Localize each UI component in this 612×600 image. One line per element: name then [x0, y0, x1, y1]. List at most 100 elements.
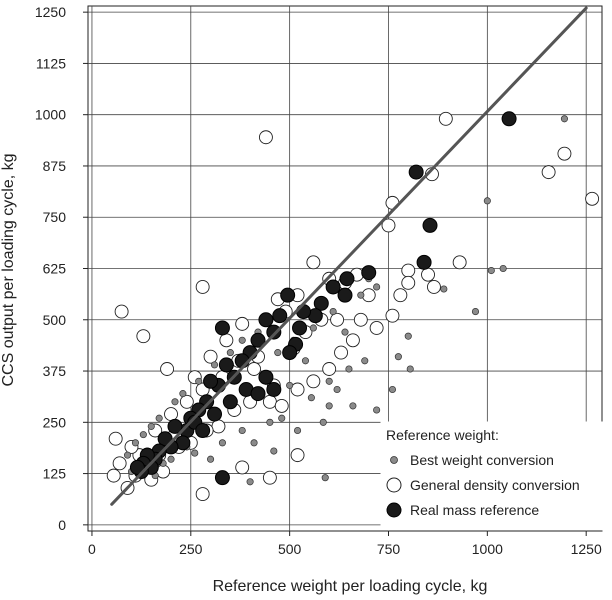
point-general-density [306, 255, 321, 270]
point-best-weight [191, 449, 199, 457]
regression-line-path [110, 6, 588, 506]
point-real-mass [203, 373, 219, 389]
point-general-density [401, 275, 416, 290]
legend-label-real-mass: Real mass reference [410, 502, 539, 518]
point-general-density [114, 304, 129, 319]
point-real-mass [325, 279, 341, 295]
point-best-weight [270, 447, 278, 455]
point-best-weight [345, 365, 353, 373]
point-best-weight [373, 283, 381, 291]
point-general-density [369, 321, 384, 335]
point-best-weight [333, 385, 341, 394]
x-tick-label: 0 [88, 541, 96, 557]
point-real-mass [222, 394, 238, 410]
point-best-weight [179, 390, 187, 398]
point-real-mass [361, 265, 377, 281]
point-real-mass [416, 254, 432, 270]
point-real-mass [207, 406, 223, 422]
x-axis-label: Reference weight per loading cycle, kg [213, 578, 488, 595]
point-real-mass [266, 381, 282, 397]
point-best-weight [373, 406, 381, 414]
point-best-weight [278, 414, 286, 422]
data-points [106, 111, 600, 502]
point-best-weight [357, 291, 365, 299]
point-real-mass [501, 111, 517, 127]
point-real-mass [339, 271, 355, 287]
y-axis-ticks: 0 125 250 375 500 625 750 875 1000 1125 1250 [35, 4, 88, 533]
point-general-density [247, 362, 262, 376]
y-tick-label: 875 [43, 158, 67, 174]
point-general-density [452, 255, 467, 270]
point-real-mass [292, 320, 308, 336]
point-general-density [345, 333, 360, 348]
point-best-weight [167, 455, 175, 463]
point-best-weight [294, 426, 302, 435]
point-general-density [112, 456, 127, 471]
point-best-weight [487, 267, 495, 275]
point-best-weight [226, 349, 234, 357]
point-general-density [211, 419, 226, 434]
x-tick-label: 1000 [472, 541, 503, 557]
x-tick-label: 1250 [571, 541, 602, 557]
y-axis-label: CCS output per loading cycle, kg [0, 153, 17, 386]
y-tick-label: 1125 [36, 55, 66, 71]
x-tick-label: 500 [278, 541, 302, 557]
point-real-mass [218, 357, 234, 373]
point-best-weight [560, 115, 568, 123]
point-real-mass [408, 164, 424, 180]
point-general-density [203, 349, 218, 364]
point-general-density [262, 470, 277, 485]
point-real-mass [157, 431, 173, 447]
point-real-mass [129, 459, 145, 475]
point-best-weight [246, 478, 254, 486]
y-tick-label: 250 [43, 414, 67, 430]
point-real-mass [250, 332, 266, 348]
point-general-density [195, 280, 210, 294]
point-best-weight [286, 381, 294, 389]
legend-label-general-density: General density conversion [410, 477, 580, 493]
legend-box [380, 421, 603, 531]
point-best-weight [131, 439, 139, 447]
y-tick-label: 625 [43, 261, 67, 277]
point-best-weight [329, 308, 337, 316]
y-tick-label: 750 [43, 209, 67, 225]
point-best-weight [266, 418, 274, 426]
regression-line [110, 6, 588, 506]
point-general-density [306, 374, 321, 389]
point-real-mass [258, 312, 274, 328]
y-tick-label: 500 [43, 312, 67, 328]
y-tick-label: 1250 [35, 4, 66, 20]
point-best-weight [361, 357, 369, 365]
point-best-weight [139, 431, 147, 439]
point-general-density [541, 165, 556, 180]
point-best-weight [440, 285, 448, 293]
point-real-mass [272, 308, 288, 324]
point-general-density [585, 191, 600, 206]
point-general-density [385, 308, 400, 323]
point-general-density [164, 407, 178, 422]
point-real-mass [282, 345, 298, 361]
point-general-density [401, 263, 416, 278]
point-general-density [393, 288, 408, 303]
x-tick-label: 750 [377, 541, 401, 557]
legend: Reference weight: Best weight conversion… [380, 421, 603, 531]
y-tick-label: 125 [43, 466, 67, 482]
point-real-mass [422, 217, 438, 233]
point-general-density [322, 362, 337, 376]
point-general-density [262, 394, 277, 409]
point-best-weight [155, 414, 163, 422]
x-axis-ticks: 0 250 500 750 1000 1250 [88, 531, 602, 557]
point-general-density [557, 146, 572, 161]
point-best-weight [171, 398, 179, 406]
point-real-mass [250, 386, 266, 402]
point-best-weight [218, 439, 226, 447]
point-best-weight [388, 385, 396, 394]
point-best-weight [321, 474, 329, 482]
point-general-density [179, 394, 194, 409]
point-best-weight [309, 324, 317, 332]
point-real-mass [195, 423, 211, 439]
legend-marker-real-mass [386, 502, 402, 518]
point-best-weight [404, 332, 412, 340]
point-general-density [136, 329, 151, 344]
point-best-weight [123, 451, 132, 459]
